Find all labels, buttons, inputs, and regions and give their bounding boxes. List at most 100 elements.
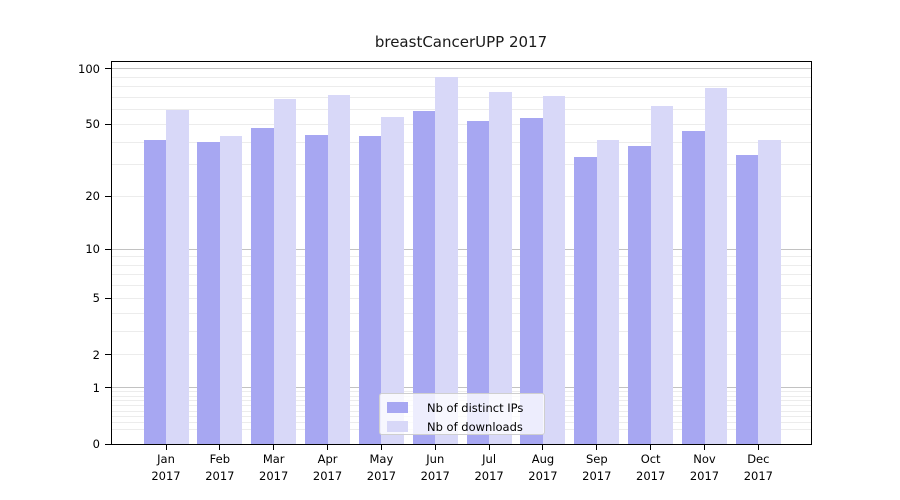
legend-label: Nb of downloads xyxy=(427,419,523,434)
y-tick-label: 0 xyxy=(92,437,100,451)
bar-distinct-ips-jul xyxy=(466,121,490,444)
x-tick-label-dec: Dec 2017 xyxy=(730,451,786,484)
x-tick-label-nov: Nov 2017 xyxy=(677,451,733,484)
legend-label: Nb of distinct IPs xyxy=(427,400,524,415)
bar-distinct-ips-jan xyxy=(143,140,166,444)
bar-distinct-ips-aug xyxy=(520,118,543,444)
x-tick-year: 2017 xyxy=(689,468,720,483)
bar-downloads-aug xyxy=(542,96,566,444)
y-tick-label: 1 xyxy=(92,380,100,395)
bar-downloads-apr xyxy=(327,95,351,444)
x-tick-month: May xyxy=(369,452,394,466)
legend-item: Nb of distinct IPs xyxy=(380,398,544,417)
bar-downloads-jan xyxy=(166,109,189,444)
y-tick-label: 5 xyxy=(92,291,100,306)
bar-distinct-ips-oct xyxy=(628,146,651,444)
legend-swatch-distinct-ips xyxy=(387,402,408,413)
x-tick xyxy=(273,445,275,450)
y-tick xyxy=(105,123,111,125)
x-tick xyxy=(596,445,598,450)
bar-distinct-ips-dec xyxy=(735,154,759,444)
x-tick-month: Oct xyxy=(640,452,661,466)
y-tick-label: 2 xyxy=(92,347,100,362)
x-tick-month: Nov xyxy=(693,452,716,466)
gridline-minor xyxy=(112,86,811,88)
x-tick-label-jan: Jan 2017 xyxy=(138,451,194,484)
x-tick-year: 2017 xyxy=(528,468,558,483)
gridline-minor xyxy=(112,109,811,111)
gridline-minor xyxy=(112,330,811,332)
y-tick xyxy=(105,443,111,445)
x-tick-month: Jun xyxy=(426,452,445,466)
x-tick-year: 2017 xyxy=(582,468,612,483)
x-tick-year: 2017 xyxy=(151,468,181,483)
bar-downloads-may xyxy=(381,116,404,444)
y-tick xyxy=(105,387,111,389)
x-tick-month: Feb xyxy=(209,452,231,466)
x-tick-year: 2017 xyxy=(312,468,343,483)
y-tick-label: 20 xyxy=(85,189,100,204)
x-tick-label-mar: Mar 2017 xyxy=(246,451,302,484)
x-tick-label-feb: Feb 2017 xyxy=(192,451,248,484)
y-tick xyxy=(105,195,111,197)
y-tick xyxy=(105,68,111,70)
y-tick-label: 100 xyxy=(78,61,100,76)
x-tick xyxy=(327,445,329,450)
bar-distinct-ips-feb xyxy=(197,142,220,444)
x-tick xyxy=(650,445,652,450)
bar-downloads-sep xyxy=(596,140,620,444)
x-tick-year: 2017 xyxy=(205,468,235,483)
x-tick xyxy=(704,445,705,450)
x-tick-label-jun: Jun 2017 xyxy=(407,451,463,484)
gridline-minor xyxy=(112,123,811,125)
bar-downloads-oct xyxy=(650,105,674,444)
x-tick xyxy=(488,445,490,450)
bar-downloads-dec xyxy=(758,140,781,444)
x-tick-label-may: May 2017 xyxy=(353,451,409,484)
gridline-minor xyxy=(112,285,811,287)
x-tick-label-jul: Jul 2017 xyxy=(461,451,517,484)
x-tick-year: 2017 xyxy=(259,468,289,483)
chart-title: breastCancerUPP 2017 xyxy=(374,33,548,51)
bar-distinct-ips-sep xyxy=(574,157,597,444)
x-tick xyxy=(380,445,382,450)
gridline-minor xyxy=(112,312,811,314)
x-tick-label-oct: Oct 2017 xyxy=(623,451,679,484)
gridline-major xyxy=(112,68,811,70)
bar-downloads-nov xyxy=(704,87,727,444)
x-tick-year: 2017 xyxy=(743,468,773,483)
x-tick-month: Aug xyxy=(531,452,555,466)
x-tick xyxy=(165,445,167,450)
x-tick-year: 2017 xyxy=(474,468,504,483)
y-tick-label: 50 xyxy=(85,117,100,132)
bar-downloads-feb xyxy=(219,136,243,444)
gridline-minor xyxy=(112,256,811,258)
legend: Nb of distinct IPs Nb of downloads xyxy=(379,393,545,435)
gridline-minor xyxy=(112,297,811,299)
y-tick xyxy=(105,297,111,299)
bar-distinct-ips-may xyxy=(358,136,382,444)
bar-downloads-jun xyxy=(435,77,458,444)
x-tick xyxy=(219,445,221,450)
bar-downloads-mar xyxy=(273,98,297,444)
bar-downloads-jul xyxy=(489,91,512,444)
x-tick xyxy=(542,445,544,450)
legend-swatch-downloads xyxy=(387,421,408,432)
x-tick-month: Jul xyxy=(482,452,497,466)
x-tick-year: 2017 xyxy=(420,468,450,483)
gridline-minor xyxy=(112,391,811,393)
gridline-minor xyxy=(112,141,811,143)
legend-item: Nb of downloads xyxy=(380,417,544,436)
x-tick-month: Dec xyxy=(747,452,770,466)
x-tick-label-apr: Apr 2017 xyxy=(300,451,356,484)
x-tick-month: Apr xyxy=(317,452,338,466)
gridline-minor xyxy=(112,264,811,266)
x-tick-month: Jan xyxy=(157,452,175,466)
gridline-minor xyxy=(112,195,811,197)
bar-distinct-ips-nov xyxy=(682,130,705,444)
x-tick-label-sep: Sep 2017 xyxy=(569,451,625,484)
y-tick xyxy=(105,354,111,356)
x-tick-month: Sep xyxy=(585,452,608,466)
x-tick-month: Mar xyxy=(262,452,285,466)
